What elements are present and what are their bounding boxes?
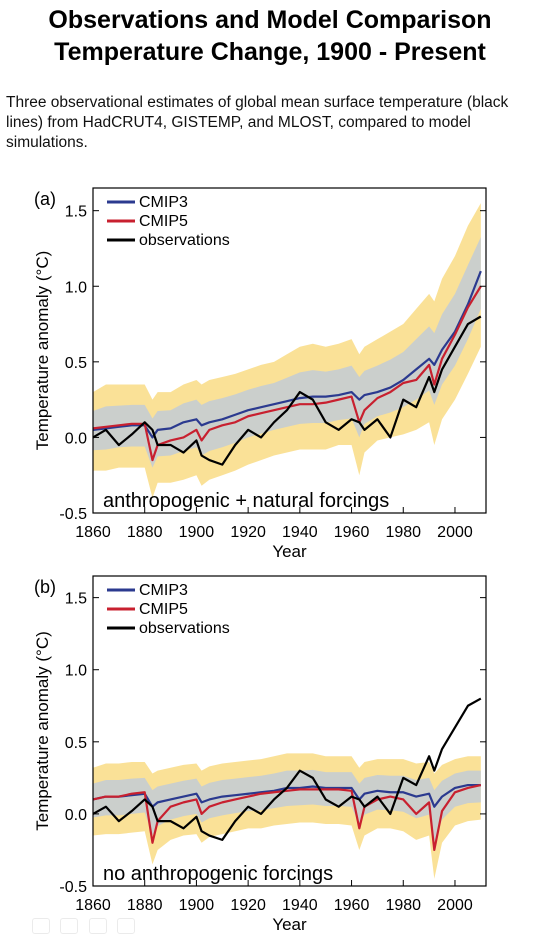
panel-label: (a) (34, 189, 56, 209)
series-line-cmip5 (92, 783, 482, 852)
y-tick-label: 0.5 (65, 355, 87, 372)
page-title-line2: Temperature Change, 1900 - Present (54, 38, 486, 66)
y-axis-label: Temperature anomaly (°C) (33, 631, 52, 831)
x-axis-label: Year (272, 542, 307, 561)
chart-panel-a: -0.5 0.0 0.5 1.0 1.5 1860 1880 1900 1920 1940 1960… (33, 187, 487, 561)
x-tick-label: 1960 (334, 897, 370, 914)
x-tick-label: 1880 (127, 897, 163, 914)
legend-label-observations: observations (139, 620, 230, 637)
plot-frame (92, 187, 487, 514)
back-arrow-icon[interactable] (32, 918, 50, 934)
x-tick-label: 1940 (282, 897, 318, 914)
y-tick-label: 1.0 (65, 279, 87, 296)
x-tick-label: 2000 (437, 524, 473, 541)
series-line-observations (92, 315, 482, 466)
pen-icon[interactable] (60, 918, 79, 934)
x-tick-label: 1960 (334, 524, 370, 541)
x-tick-label: 1860 (75, 524, 111, 541)
y-tick-label: 1.5 (65, 204, 87, 221)
slide-toolbar (32, 918, 152, 942)
x-tick-label: 1980 (385, 897, 421, 914)
legend-label-observations: observations (139, 232, 230, 249)
x-tick-label: 1900 (179, 897, 215, 914)
series-line-observations (92, 697, 482, 841)
x-tick-label: 1980 (385, 524, 421, 541)
x-axis-label: Year (272, 915, 307, 934)
x-tick-label: 2000 (437, 897, 473, 914)
slides-icon[interactable] (88, 918, 107, 934)
forcing-annotation: no anthropogenic forcings (103, 863, 333, 885)
legend-label-cmip5: CMIP5 (139, 601, 188, 618)
chart-description: Three observational estimates of global … (6, 94, 509, 151)
cmip3-range-band (93, 769, 481, 843)
legend-label-cmip5: CMIP5 (139, 213, 188, 230)
series-line-cmip3 (92, 270, 482, 439)
y-tick-label: -0.5 (59, 506, 87, 523)
x-tick-label: 1900 (179, 524, 215, 541)
x-tick-label: 1940 (282, 524, 318, 541)
legend-label-cmip3: CMIP3 (139, 582, 188, 599)
menu-icon[interactable] (117, 918, 136, 934)
y-tick-label: 1.0 (65, 663, 87, 680)
x-tick-label: 1860 (75, 897, 111, 914)
x-tick-label: 1920 (230, 897, 266, 914)
y-tick-label: 0.0 (65, 430, 87, 447)
page-title-line1: Observations and Model Comparison (48, 6, 492, 34)
x-tick-label: 1920 (230, 524, 266, 541)
legend-label-cmip3: CMIP3 (139, 194, 188, 211)
y-tick-label: 1.5 (65, 591, 87, 608)
chart-panel-b: -0.5 0.0 0.5 1.0 1.5 1860 1880 1900 1920 1940 1960… (33, 575, 487, 934)
y-tick-label: 0.5 (65, 735, 87, 752)
y-tick-label: -0.5 (59, 879, 87, 896)
plot-frame (92, 575, 487, 887)
y-tick-label: 0.0 (65, 807, 87, 824)
panel-label: (b) (34, 577, 56, 597)
forcing-annotation: anthropogenic + natural forcings (103, 490, 389, 512)
x-tick-label: 1880 (127, 524, 163, 541)
cmip3-range-band (93, 237, 481, 468)
series-line-cmip5 (92, 285, 482, 462)
y-axis-label: Temperature anomaly (°C) (33, 251, 52, 451)
